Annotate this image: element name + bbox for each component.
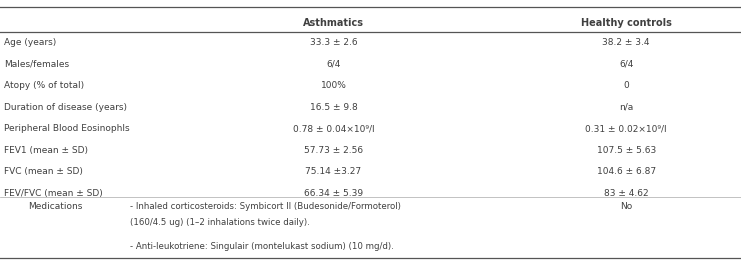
Text: 6/4: 6/4 — [326, 60, 341, 69]
Text: FEV1 (mean ± SD): FEV1 (mean ± SD) — [4, 146, 87, 155]
Text: 6/4: 6/4 — [619, 60, 634, 69]
Text: Asthmatics: Asthmatics — [303, 18, 364, 29]
Text: n/a: n/a — [619, 103, 634, 112]
Text: Peripheral Blood Eosinophls: Peripheral Blood Eosinophls — [4, 124, 130, 133]
Text: 100%: 100% — [321, 81, 346, 90]
Text: Males/females: Males/females — [4, 60, 69, 69]
Text: No: No — [620, 202, 632, 211]
Text: 66.34 ± 5.39: 66.34 ± 5.39 — [304, 189, 363, 198]
Text: 0.31 ± 0.02×10⁹/l: 0.31 ± 0.02×10⁹/l — [585, 124, 667, 133]
Text: - Inhaled corticosteroids: Symbicort II (Budesonide/Formoterol): - Inhaled corticosteroids: Symbicort II … — [130, 202, 401, 211]
Text: 0.78 ± 0.04×10⁹/l: 0.78 ± 0.04×10⁹/l — [293, 124, 374, 133]
Text: 57.73 ± 2.56: 57.73 ± 2.56 — [304, 146, 363, 155]
Text: Duration of disease (years): Duration of disease (years) — [4, 103, 127, 112]
Text: (160/4.5 ug) (1–2 inhalations twice daily).: (160/4.5 ug) (1–2 inhalations twice dail… — [130, 218, 310, 227]
Text: FVC (mean ± SD): FVC (mean ± SD) — [4, 167, 82, 176]
Text: FEV/FVC (mean ± SD): FEV/FVC (mean ± SD) — [4, 189, 102, 198]
Text: 104.6 ± 6.87: 104.6 ± 6.87 — [597, 167, 656, 176]
Text: - Anti-leukotriene: Singulair (montelukast sodium) (10 mg/d).: - Anti-leukotriene: Singulair (monteluka… — [130, 242, 393, 251]
Text: Medications: Medications — [28, 202, 83, 211]
Text: 107.5 ± 5.63: 107.5 ± 5.63 — [597, 146, 656, 155]
Text: Atopy (% of total): Atopy (% of total) — [4, 81, 84, 90]
Text: 83 ± 4.62: 83 ± 4.62 — [604, 189, 648, 198]
Text: 38.2 ± 3.4: 38.2 ± 3.4 — [602, 38, 650, 47]
Text: 16.5 ± 9.8: 16.5 ± 9.8 — [310, 103, 357, 112]
Text: 0: 0 — [623, 81, 629, 90]
Text: 75.14 ±3.27: 75.14 ±3.27 — [305, 167, 362, 176]
Text: 33.3 ± 2.6: 33.3 ± 2.6 — [310, 38, 357, 47]
Text: Age (years): Age (years) — [4, 38, 56, 47]
Text: Healthy controls: Healthy controls — [581, 18, 671, 29]
